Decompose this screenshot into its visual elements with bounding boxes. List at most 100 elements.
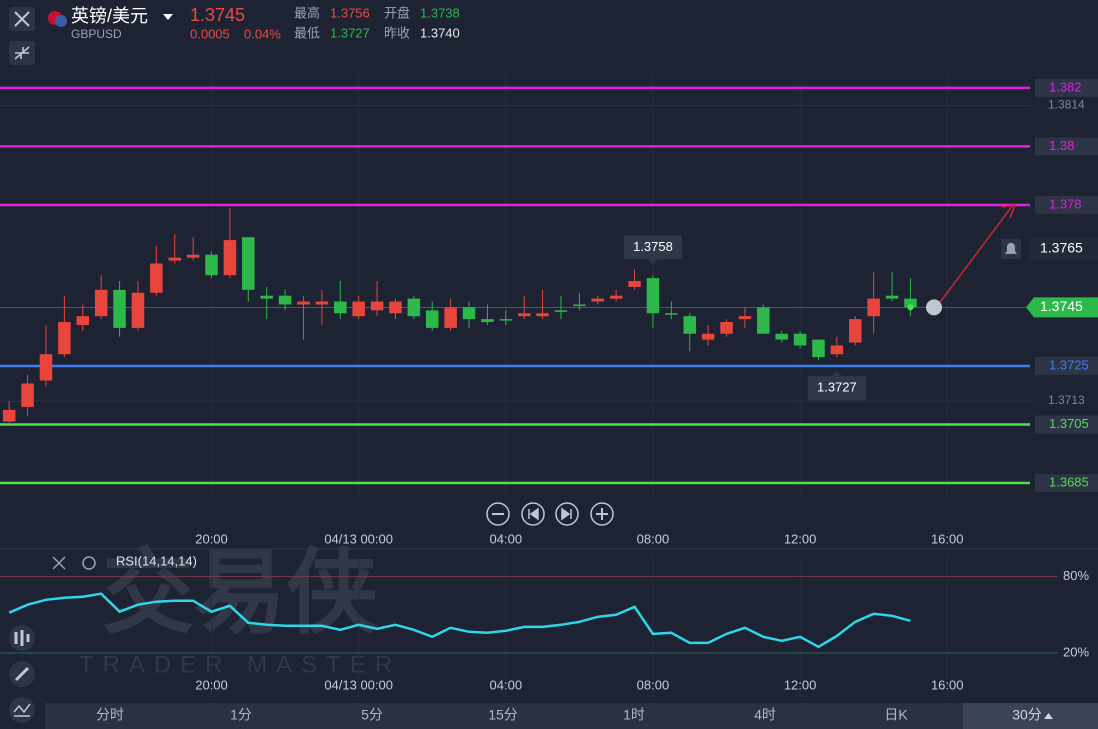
level-label: 1.3725 (1049, 357, 1089, 372)
candle-body (701, 333, 715, 340)
candle-body (389, 301, 402, 314)
annotation-label: 1.3727 (817, 380, 857, 395)
candle-body (517, 313, 531, 317)
tool-candle[interactable] (9, 625, 35, 651)
rsi-tick-label: 20% (1063, 644, 1089, 659)
current-price-tag (1026, 297, 1098, 318)
tab[interactable]: 分时 (96, 707, 124, 723)
level-label-bg (1035, 415, 1098, 434)
candle-body (812, 339, 825, 358)
stat-label: 开盘 (384, 5, 410, 20)
collapse-button[interactable] (9, 41, 35, 65)
tool-draw[interactable] (9, 661, 35, 687)
prev-button[interactable] (521, 502, 545, 526)
candle-body (370, 301, 384, 311)
stat-value: 1.3756 (330, 5, 370, 20)
close-button[interactable] (9, 7, 35, 31)
rsi-x-tick-label: 16:00 (931, 677, 964, 692)
rsi-x-tick-label: 04:00 (490, 677, 523, 692)
tab-bar (45, 703, 1098, 729)
annotation-label: 1.3758 (633, 239, 673, 254)
stat-label: 最低 (294, 25, 320, 40)
candle-body (536, 313, 549, 317)
x-tick-label: 04/13 00:00 (324, 531, 393, 546)
info-icon[interactable] (926, 299, 942, 316)
level-label-bg (1035, 474, 1098, 493)
candle-body (904, 298, 917, 308)
rsi-x-tick-label: 12:00 (784, 677, 817, 692)
tab[interactable]: 日K (884, 707, 908, 723)
zoom-out-button[interactable] (486, 502, 510, 526)
candle-body (849, 319, 862, 343)
rsi-label: RSI(14,14,14) (116, 553, 197, 568)
stat-value: 1.3727 (330, 25, 370, 40)
dropdown-arrow[interactable] (163, 14, 173, 20)
tab[interactable]: 1时 (623, 707, 645, 723)
stat-label: 最高 (294, 5, 320, 20)
x-tick-label: 04:00 (490, 531, 523, 546)
candle-body (499, 319, 513, 321)
alert-label: 1.3765 (1040, 240, 1083, 256)
annotation-pointer (647, 259, 658, 265)
stat-value: 1.3740 (420, 25, 460, 40)
candle-body (168, 257, 181, 261)
tab[interactable]: 30分 (1012, 707, 1042, 723)
candle-body (444, 307, 457, 328)
rsi-x-tick-label: 04/13 00:00 (324, 677, 393, 692)
candle-body (58, 322, 71, 355)
candle-body (315, 301, 329, 305)
tab[interactable]: 5分 (361, 707, 383, 723)
rsi-x-tick-label: 08:00 (637, 677, 670, 692)
candle-body (609, 295, 623, 299)
candle-body (2, 409, 16, 422)
alert-label-bg (1030, 237, 1098, 260)
tab[interactable]: 1分 (230, 707, 252, 723)
rsi-line (8, 592, 911, 649)
alert-bell[interactable] (1005, 242, 1017, 254)
forecast-arrow-head (1001, 204, 1017, 219)
annotation-bg (807, 376, 866, 401)
candle-body (867, 298, 880, 317)
candle-body (757, 307, 770, 334)
candle-body (665, 313, 678, 315)
candle-body (462, 307, 476, 320)
tool-indicator[interactable] (9, 697, 35, 723)
candle-body (720, 322, 733, 334)
level-label: 1.382 (1049, 79, 1082, 94)
candle-body (407, 298, 421, 317)
candle-body (830, 345, 844, 355)
next-button[interactable] (555, 502, 579, 526)
y-tick-label: 1.3814 (1048, 98, 1085, 112)
tab-dropdown-arrow[interactable] (1044, 713, 1053, 719)
level-label-bg (1035, 137, 1098, 156)
instrument-symbol: GBPUSD (71, 27, 122, 41)
candle-body (793, 333, 807, 346)
candle-body (591, 298, 605, 302)
rsi-close[interactable] (52, 556, 66, 570)
rsi-settings[interactable] (82, 556, 96, 570)
zoom-in-button[interactable] (590, 502, 614, 526)
candle-body (186, 254, 200, 258)
x-tick-label: 08:00 (637, 531, 670, 546)
instrument-name[interactable]: 英镑/美元 (71, 6, 148, 26)
tab-selected-bg (963, 703, 1098, 729)
candle-body (628, 281, 641, 287)
candle-body (646, 278, 660, 314)
candle-body (94, 289, 108, 317)
annotation-pointer (831, 371, 842, 377)
tab[interactable]: 15分 (488, 707, 518, 723)
candle-body (683, 316, 696, 334)
candle-body (76, 316, 90, 325)
stat-value: 1.3738 (420, 5, 460, 20)
candle-body (297, 301, 310, 305)
level-label-bg (1035, 356, 1098, 375)
candle-body (775, 333, 788, 340)
candle-body (39, 354, 53, 381)
candle-body (131, 292, 145, 328)
tab[interactable]: 4时 (754, 707, 776, 723)
annotation-bg (623, 235, 682, 260)
last-dot (907, 304, 914, 311)
candle-body (481, 319, 494, 323)
x-tick-label: 20:00 (195, 531, 228, 546)
